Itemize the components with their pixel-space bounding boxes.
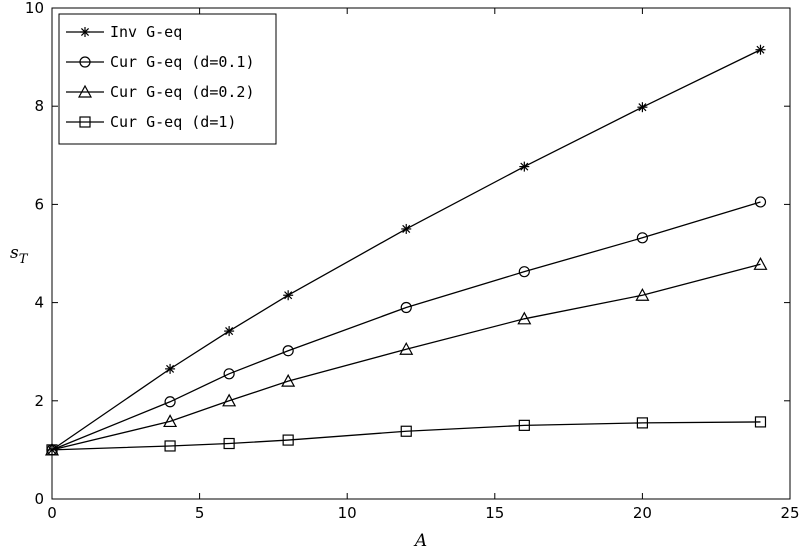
star-marker: [401, 223, 412, 234]
x-tick-label: 5: [195, 504, 205, 522]
triangle-marker: [281, 373, 296, 387]
y-axis-label: sT: [10, 243, 29, 267]
series: [46, 196, 767, 456]
y-tick-label: 10: [25, 0, 44, 17]
x-axis-label: A: [413, 531, 427, 551]
y-tick-label: 2: [34, 392, 44, 410]
square-marker: [518, 419, 530, 431]
square-marker: [636, 417, 649, 429]
circle-marker: [518, 266, 530, 278]
circle-marker: [79, 56, 91, 68]
x-tick-label: 0: [47, 504, 57, 522]
legend-entry: Cur G-eq (d=0.1): [66, 53, 255, 71]
circle-marker: [400, 301, 412, 314]
triangle-marker: [77, 84, 93, 98]
square-marker: [754, 416, 767, 428]
star-marker: [224, 326, 235, 337]
y-tick-label: 6: [34, 195, 44, 213]
y-axis-ticks: 0 2 4 6 8 10: [25, 0, 790, 508]
legend-entry: Inv G-eq: [66, 23, 182, 41]
series-line: [51, 421, 761, 451]
square-marker: [282, 434, 294, 446]
square-marker: [46, 444, 58, 456]
x-tick-label: 10: [338, 504, 357, 522]
star-marker: [755, 44, 766, 55]
triangle-marker: [163, 414, 178, 428]
series-group: [44, 44, 768, 456]
square-marker: [79, 116, 91, 128]
series: [46, 416, 767, 456]
star-marker: [637, 102, 648, 113]
legend-entry: Cur G-eq (d=1): [66, 113, 236, 131]
series-line: [51, 263, 761, 451]
x-tick-label: 25: [780, 504, 799, 522]
y-tick-label: 8: [34, 97, 44, 115]
x-tick-label: 20: [633, 504, 652, 522]
series-line: [51, 49, 761, 451]
series: [44, 257, 768, 456]
star-marker: [165, 363, 176, 374]
circle-marker: [164, 396, 176, 408]
star-marker: [80, 27, 90, 37]
x-tick-label: 15: [485, 504, 504, 522]
circle-marker: [223, 368, 235, 380]
square-marker: [400, 425, 412, 437]
triangle-marker: [517, 311, 532, 325]
triangle-marker: [635, 287, 650, 301]
legend-label: Cur G-eq (d=0.1): [110, 53, 255, 71]
triangle-marker: [399, 341, 414, 355]
star-marker: [283, 290, 294, 301]
y-axis-label-base: s: [10, 243, 19, 263]
legend-label: Inv G-eq: [110, 23, 182, 41]
circle-marker: [282, 345, 294, 357]
legend-entry: Cur G-eq (d=0.2): [66, 83, 255, 101]
legend-label: Cur G-eq (d=1): [110, 113, 236, 131]
square-marker: [164, 440, 176, 452]
square-marker: [223, 437, 235, 450]
triangle-marker: [222, 393, 237, 407]
series-line: [51, 201, 761, 451]
triangle-marker: [753, 257, 768, 270]
circle-marker: [636, 232, 649, 244]
x-axis-ticks: 0 5 10 15 20 25: [47, 8, 800, 522]
star-marker: [519, 161, 530, 172]
legend: Inv G-eq Cur G-eq (d=0.1) Cur G-eq (d=0.2)…: [58, 13, 277, 145]
y-tick-label: 0: [34, 490, 44, 508]
circle-marker: [754, 196, 767, 208]
y-tick-label: 4: [34, 294, 44, 312]
y-axis-label-subscript: T: [19, 252, 29, 267]
legend-label: Cur G-eq (d=0.2): [110, 83, 255, 101]
